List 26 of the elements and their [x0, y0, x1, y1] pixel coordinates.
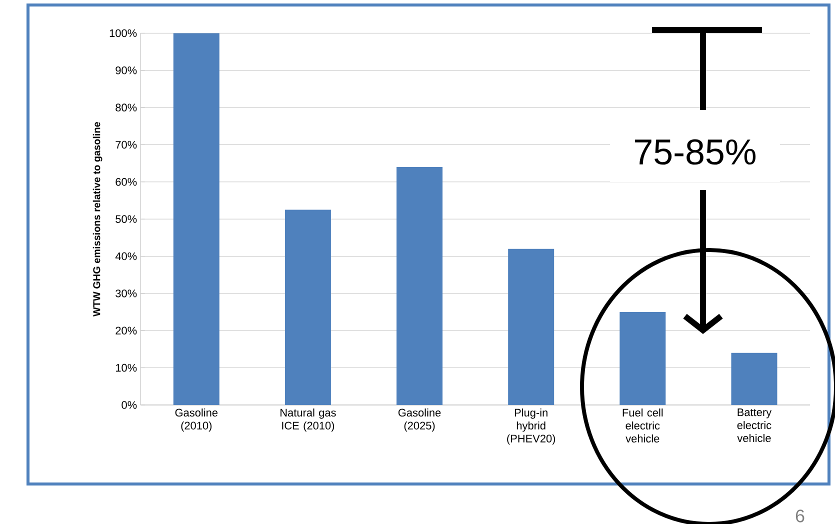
- x-tick-label: Gasoline (2010): [175, 408, 218, 432]
- y-axis-title: WTW GHG emissions relative to gasoline: [92, 122, 102, 316]
- bar: [731, 352, 778, 405]
- bar: [173, 33, 220, 405]
- y-tick-label: 10%: [116, 364, 137, 372]
- text: 6: [796, 510, 804, 522]
- annotation: 75-85%: [635, 139, 756, 165]
- bar: [396, 167, 443, 405]
- y-tick-label: 60%: [116, 178, 137, 186]
- bar: [620, 312, 666, 405]
- y-tick-label: 0%: [122, 401, 137, 409]
- x-tick-label: Plug-in hybrid (PHEV20): [507, 408, 556, 445]
- x-tick-label: Fuel cell electric vehicle: [622, 408, 663, 442]
- x-tick-label: Battery electric vehicle: [737, 408, 772, 442]
- y-tick-label: 80%: [116, 104, 137, 112]
- bar: [508, 248, 554, 405]
- y-tick-label: 40%: [115, 252, 137, 260]
- y-tick-label: 20%: [116, 326, 137, 335]
- x-tick-label: Natural gas ICE (2010): [280, 408, 336, 432]
- x-tick-label: Gasoline (2025): [398, 408, 441, 432]
- y-tick-label: 100%: [110, 29, 137, 38]
- y-tick-label: 30%: [116, 290, 137, 298]
- y-tick-label: 90%: [116, 66, 137, 74]
- y-tick-label: 70%: [116, 140, 137, 149]
- bar: [284, 210, 331, 405]
- y-tick-label: 50%: [116, 215, 137, 223]
